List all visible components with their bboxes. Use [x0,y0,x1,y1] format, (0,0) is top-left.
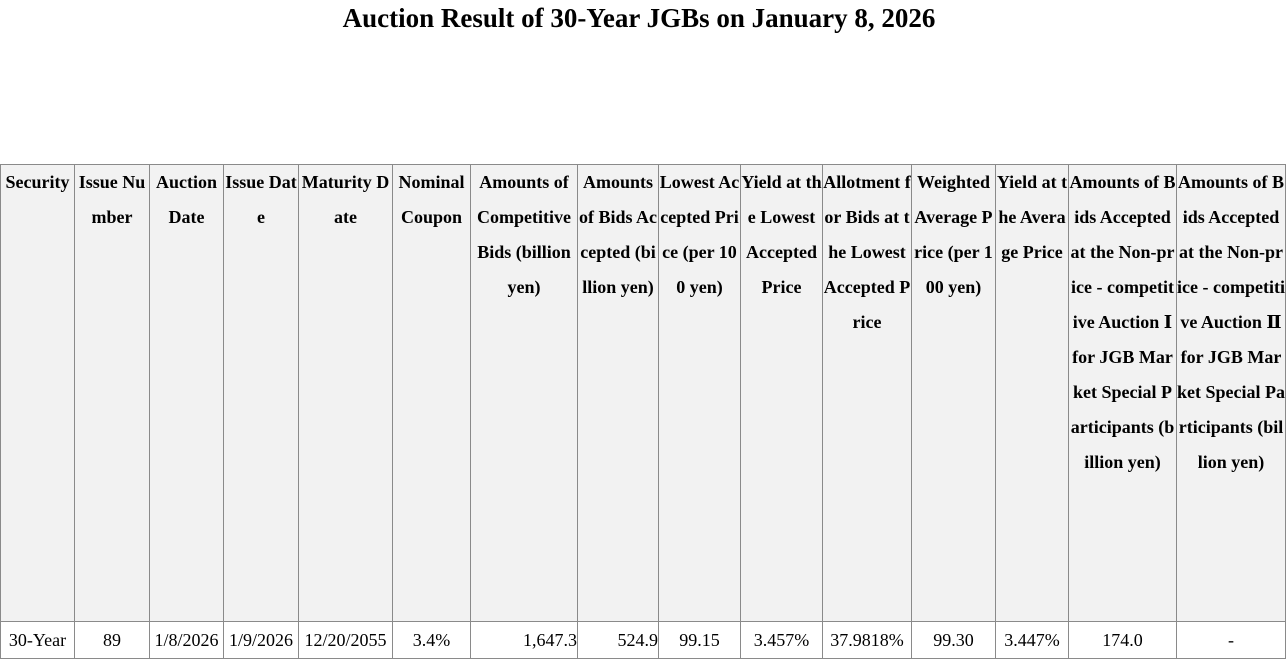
auction-results-table: Security Issue Number Auction Date Issue… [0,164,1286,659]
cell-competitive-bids: 1,647.3 [470,621,578,659]
cell-bids-accepted: 524.9 [577,621,659,659]
cell-non-price-auction-2: - [1176,621,1286,659]
cell-yield-lowest-price: 3.457% [740,621,823,659]
header-yield-average-price: Yield at the Average Price [995,164,1069,622]
cell-yield-average-price: 3.447% [995,621,1069,659]
cell-nominal-coupon: 3.4% [392,621,471,659]
cell-non-price-auction-1: 174.0 [1068,621,1177,659]
header-competitive-bids: Amounts of Competitive Bids (billion yen… [470,164,578,622]
header-issue-date: Issue Date [223,164,299,622]
header-bids-accepted: Amounts of Bids Accepted (billion yen) [577,164,659,622]
cell-maturity-date: 12/20/2055 [298,621,393,659]
header-security: Security [0,164,75,622]
page-title: Auction Result of 30-Year JGBs on Januar… [342,3,936,33]
header-non-price-auction-2: Amounts of Bids Accepted at the Non-pric… [1176,164,1286,622]
header-lowest-accepted-price: Lowest Accepted Price (per 100 yen) [658,164,741,622]
cell-weighted-average-price: 99.30 [911,621,996,659]
header-yield-lowest-price: Yield at the Lowest Accepted Price [740,164,823,622]
cell-security: 30-Year [0,621,75,659]
cell-issue-date: 1/9/2026 [223,621,299,659]
cell-issue-number: 89 [74,621,150,659]
cell-auction-date: 1/8/2026 [149,621,224,659]
header-issue-number: Issue Number [74,164,150,622]
header-auction-date: Auction Date [149,164,224,622]
header-nominal-coupon: Nominal Coupon [392,164,471,622]
header-weighted-average-price: Weighted Average Price (per 100 yen) [911,164,996,622]
cell-lowest-accepted-price: 99.15 [658,621,741,659]
header-non-price-auction-1: Amounts of Bids Accepted at the Non-pric… [1068,164,1177,622]
table-row: 30-Year 89 1/8/2026 1/9/2026 12/20/2055 … [0,621,1286,659]
header-row: Security Issue Number Auction Date Issue… [0,164,1286,622]
header-maturity-date: Maturity Date [298,164,393,622]
header-allotment-lowest-price: Allotment for Bids at the Lowest Accepte… [822,164,912,622]
cell-allotment-lowest-price: 37.9818% [822,621,912,659]
